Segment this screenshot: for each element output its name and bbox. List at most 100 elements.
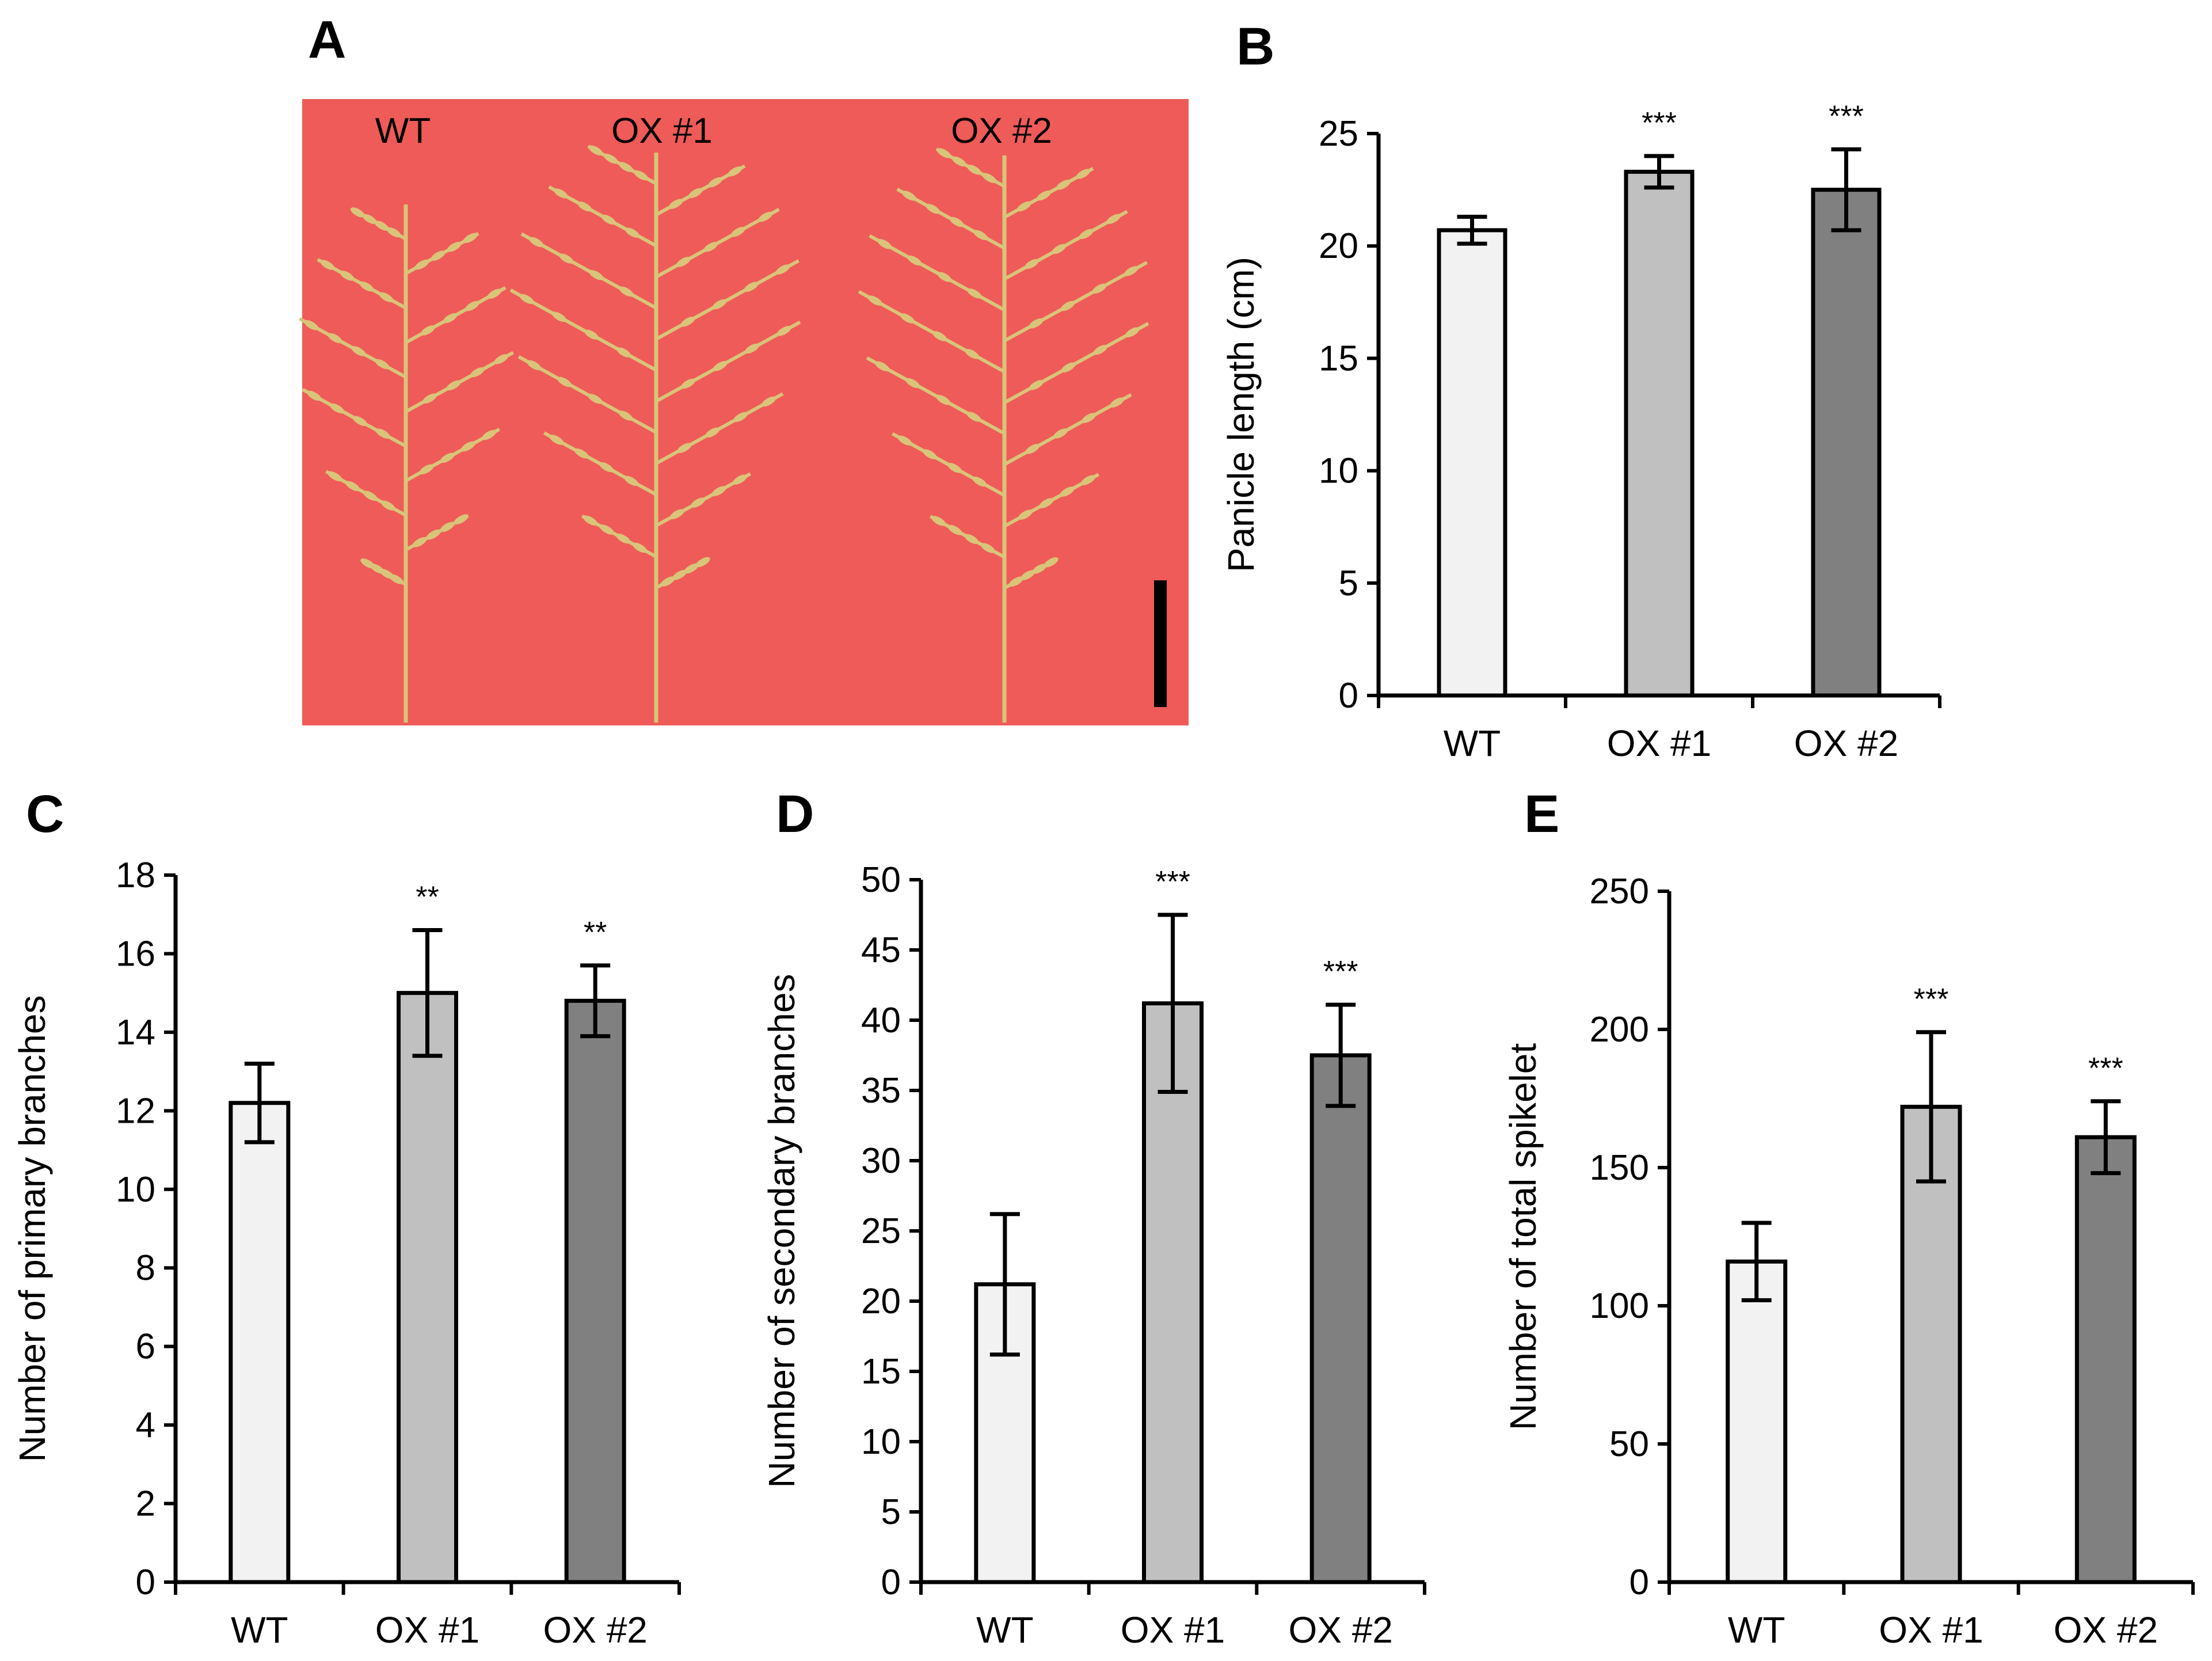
spikelet [1079,229,1094,240]
spikelet [907,255,922,266]
spikelet [1076,169,1091,179]
spikelet [1060,301,1075,311]
y-tick-label: 5 [1339,564,1358,603]
panicle-branch [1003,261,1148,343]
spikelet [363,491,378,501]
x-tick-label: OX #2 [1794,723,1898,764]
spikelet [947,463,962,473]
spikelet [375,359,390,370]
significance-label: *** [1155,865,1190,899]
spikelet [454,514,469,524]
spikelet [599,462,614,473]
y-tick-label: 250 [1590,872,1649,911]
spikelet [619,162,633,172]
spikelet [965,349,980,359]
spikelet [426,529,441,540]
spikelet [553,188,568,199]
spikelet [446,380,461,391]
bar [2074,1135,2137,1584]
spikelet [360,558,375,569]
chart-primary-branches: 0 2 4 6 8 10 12 14 16 18 Number of primary branche… [12,856,681,1651]
x-tick-label: OX #1 [1607,723,1711,764]
spikelet [762,396,776,407]
panel-letter-e: E [1524,785,1559,843]
spikelet [1016,201,1031,212]
spikelet [431,250,446,261]
spikelet [980,543,995,553]
panel-letter-c: C [26,785,64,843]
spikelet [557,377,572,387]
spikelet [414,259,429,270]
chart-panicle-length: 0 5 10 15 20 25 Panicle length (cm) WT *** OX #1 *… [1220,100,1941,764]
spikelet [386,227,401,238]
spikelet [967,288,982,299]
spikelet [922,449,937,459]
y-tick-label: 0 [1630,1563,1649,1602]
panicle-illustrations [299,145,1149,723]
panicle-branch [655,259,800,341]
spikelet [967,165,981,175]
spikelet [529,237,544,248]
y-tick-label: 0 [881,1563,901,1602]
spikelet [559,253,574,264]
spikelet [730,227,745,237]
spikelet [616,347,631,358]
x-tick-label: OX #1 [1879,1609,1983,1651]
spikelet [632,542,647,553]
spikelet [932,331,947,341]
spikelet [681,378,696,389]
spikelet [1052,244,1067,254]
spikelet [936,148,951,158]
spikelet [463,233,478,244]
spikelet [1106,214,1121,225]
y-tick-label: 10 [861,1422,901,1462]
x-tick-label: WT [1444,723,1501,764]
spikelet [624,476,639,486]
y-tick-label: 15 [861,1352,901,1392]
spikelet [616,533,631,544]
spikelet [1044,557,1059,568]
photo-label-wt: WT [375,111,431,151]
spikelet [304,320,319,330]
spikelet [1053,428,1068,439]
spikelet [625,227,640,238]
spikelet [1125,327,1140,337]
significance-label: *** [1829,100,1864,133]
spikelet [937,272,952,282]
x-tick-label: OX #1 [375,1609,479,1651]
spikelet [703,242,718,252]
x-tick-label: OX #2 [2054,1609,2158,1651]
y-tick-label: 15 [1319,339,1358,378]
panel-letter-b: B [1236,17,1274,76]
spikelet [901,191,916,201]
x-tick-label: OX #2 [1288,1609,1392,1651]
panicle-branch [866,356,1006,435]
spikelet [412,537,427,548]
y-axis-title: Panicle length (cm) [1220,257,1262,572]
spikelet [1039,498,1054,508]
spikelet [1008,576,1023,587]
spikelet [583,515,598,526]
significance-label: *** [2088,1052,2123,1085]
y-tick-label: 14 [116,1013,155,1052]
spikelet [320,260,335,270]
bar [1142,1001,1204,1584]
bar [1726,1259,1788,1584]
spikelet [695,557,710,568]
significance-label: ** [584,916,607,949]
significance-label: ** [416,881,439,914]
spikelet [732,474,747,485]
y-tick-label: 0 [136,1563,155,1602]
spikelet [936,394,951,405]
spikelet [601,214,616,225]
spikelet [951,156,966,167]
y-tick-label: 8 [136,1248,155,1288]
spikelet [688,188,703,199]
spikelet [440,453,455,463]
spikelet [380,500,395,511]
panicle-branch [520,232,657,310]
bar [564,998,626,1584]
spikelet [713,361,728,371]
spikelet [964,534,979,544]
